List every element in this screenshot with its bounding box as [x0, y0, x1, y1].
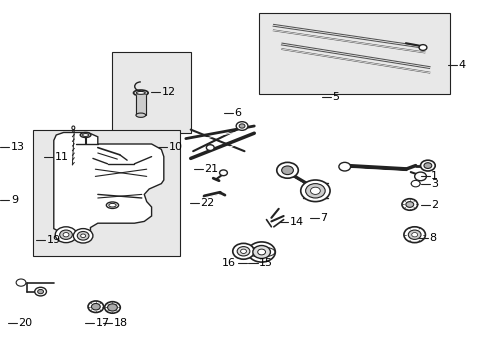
- Circle shape: [338, 162, 350, 171]
- Circle shape: [300, 180, 329, 202]
- Text: 11: 11: [55, 152, 69, 162]
- Text: 18: 18: [113, 318, 127, 328]
- Circle shape: [107, 304, 117, 311]
- Polygon shape: [54, 132, 163, 234]
- Circle shape: [55, 227, 77, 243]
- Circle shape: [305, 184, 325, 198]
- Ellipse shape: [106, 202, 119, 208]
- Circle shape: [411, 233, 417, 237]
- Circle shape: [414, 172, 426, 181]
- Circle shape: [16, 279, 26, 286]
- Circle shape: [219, 170, 227, 176]
- Circle shape: [60, 230, 72, 239]
- Text: 5: 5: [332, 92, 339, 102]
- Text: 3: 3: [430, 179, 437, 189]
- Circle shape: [410, 180, 419, 187]
- Circle shape: [63, 233, 69, 237]
- Circle shape: [38, 289, 43, 294]
- Text: 9: 9: [11, 195, 18, 205]
- Bar: [112, 52, 190, 133]
- Circle shape: [423, 163, 431, 168]
- Circle shape: [91, 303, 100, 310]
- Circle shape: [420, 160, 434, 171]
- Circle shape: [247, 242, 275, 262]
- Circle shape: [88, 301, 103, 312]
- Text: 17: 17: [95, 318, 109, 328]
- Circle shape: [276, 162, 298, 178]
- Circle shape: [206, 145, 214, 150]
- Text: 14: 14: [289, 217, 303, 228]
- Ellipse shape: [82, 134, 88, 136]
- Circle shape: [240, 249, 246, 253]
- Circle shape: [77, 231, 89, 240]
- Polygon shape: [410, 181, 420, 185]
- Text: 13: 13: [11, 142, 25, 152]
- Text: 16: 16: [222, 258, 236, 268]
- Ellipse shape: [136, 113, 145, 117]
- Polygon shape: [280, 42, 430, 69]
- Bar: [259, 13, 449, 94]
- Circle shape: [104, 302, 120, 313]
- Text: 20: 20: [19, 318, 33, 328]
- Circle shape: [81, 234, 85, 238]
- Circle shape: [35, 287, 46, 296]
- Text: 4: 4: [458, 60, 465, 70]
- Text: 12: 12: [161, 87, 175, 97]
- Ellipse shape: [80, 132, 91, 138]
- Text: 19: 19: [46, 235, 61, 246]
- Polygon shape: [272, 24, 425, 49]
- Circle shape: [310, 187, 320, 194]
- Circle shape: [401, 199, 417, 210]
- Text: 8: 8: [428, 233, 436, 243]
- Circle shape: [236, 122, 247, 130]
- Ellipse shape: [133, 90, 148, 96]
- Text: 1: 1: [430, 171, 437, 181]
- Circle shape: [257, 249, 265, 255]
- Polygon shape: [280, 48, 430, 73]
- Text: 2: 2: [430, 200, 438, 210]
- Circle shape: [418, 45, 426, 50]
- Circle shape: [405, 202, 413, 207]
- Circle shape: [237, 247, 249, 256]
- Circle shape: [407, 230, 420, 239]
- Text: 21: 21: [204, 164, 218, 174]
- Circle shape: [252, 246, 270, 258]
- Text: 10: 10: [168, 141, 183, 152]
- Ellipse shape: [136, 91, 145, 94]
- Polygon shape: [272, 30, 425, 53]
- Circle shape: [73, 229, 93, 243]
- Ellipse shape: [108, 203, 116, 207]
- Circle shape: [403, 227, 425, 243]
- Ellipse shape: [72, 126, 75, 130]
- Circle shape: [239, 124, 244, 128]
- Text: 7: 7: [320, 213, 327, 223]
- Bar: [33, 130, 180, 256]
- Circle shape: [232, 243, 254, 259]
- Text: 6: 6: [234, 108, 241, 118]
- Text: 15: 15: [259, 258, 273, 268]
- Circle shape: [281, 166, 293, 175]
- Text: 22: 22: [200, 198, 214, 208]
